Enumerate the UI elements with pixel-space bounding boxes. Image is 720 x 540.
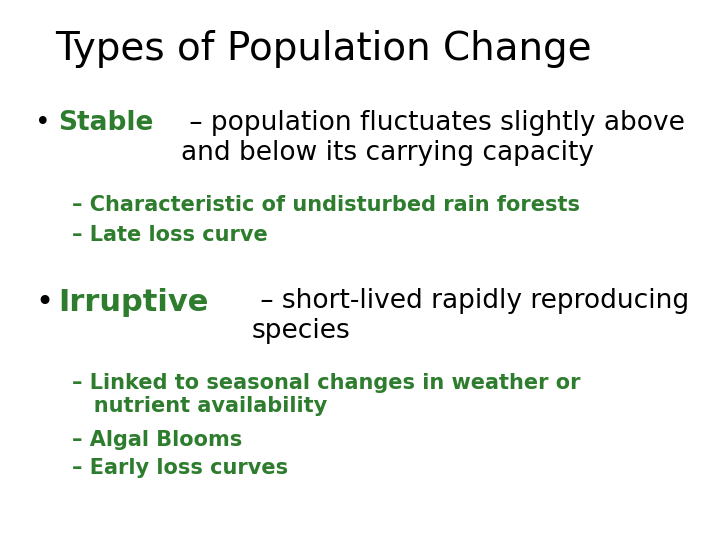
Text: •: • (35, 110, 50, 136)
Text: •: • (35, 288, 53, 317)
Text: – Algal Blooms: – Algal Blooms (72, 430, 242, 450)
Text: – population fluctuates slightly above
and below its carrying capacity: – population fluctuates slightly above a… (181, 110, 685, 166)
Text: – Linked to seasonal changes in weather or
   nutrient availability: – Linked to seasonal changes in weather … (72, 373, 580, 416)
Text: Stable: Stable (58, 110, 153, 136)
Text: Irruptive: Irruptive (58, 288, 208, 317)
Text: – short-lived rapidly reproducing
species: – short-lived rapidly reproducing specie… (252, 288, 689, 344)
Text: – Characteristic of undisturbed rain forests: – Characteristic of undisturbed rain for… (72, 195, 580, 215)
Text: Types of Population Change: Types of Population Change (55, 30, 592, 68)
Text: – Early loss curves: – Early loss curves (72, 458, 288, 478)
Text: – Late loss curve: – Late loss curve (72, 225, 268, 245)
